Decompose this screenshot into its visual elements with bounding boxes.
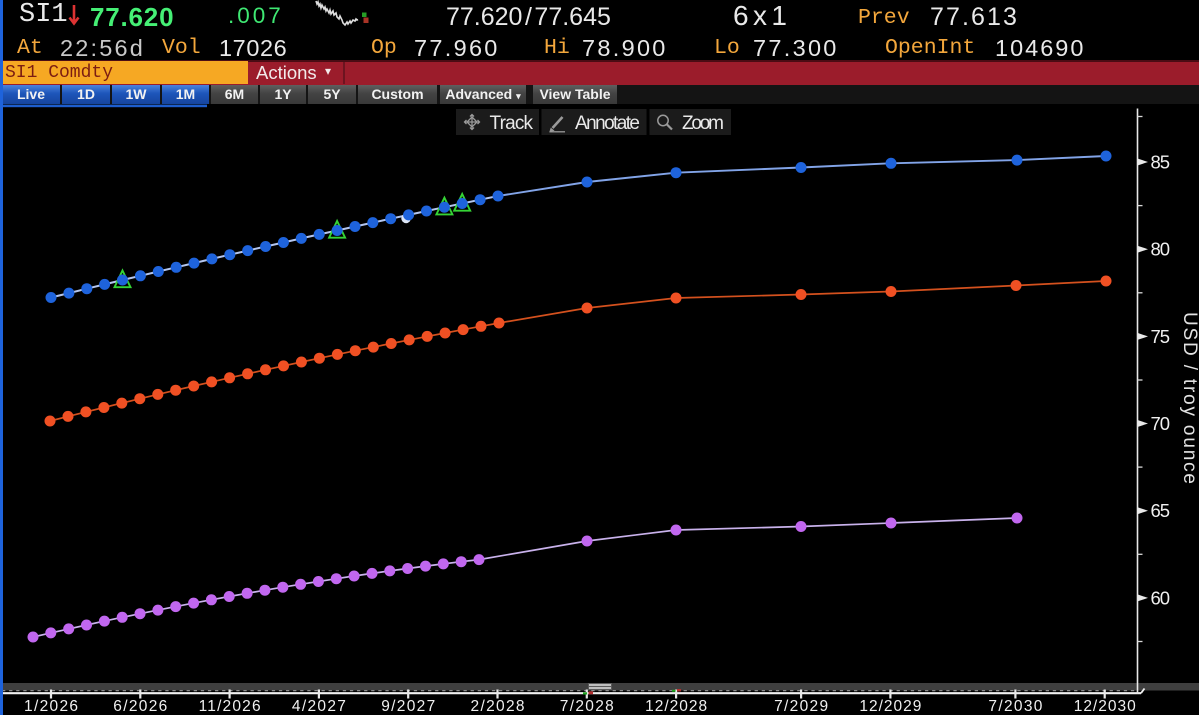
- svg-text:2/2028: 2/2028: [471, 698, 525, 715]
- svg-text:12/2029: 12/2029: [859, 698, 921, 715]
- svg-text:7/2029: 7/2029: [774, 698, 828, 715]
- svg-text:USD / troy ounce: USD / troy ounce: [1179, 312, 1199, 484]
- svg-text:7/2030: 7/2030: [988, 698, 1042, 715]
- svg-text:12/2030: 12/2030: [1074, 698, 1136, 715]
- svg-text:65: 65: [1151, 500, 1170, 521]
- svg-text:1/2026: 1/2026: [24, 698, 78, 715]
- svg-text:7/2028: 7/2028: [560, 698, 614, 715]
- svg-text:9/2027: 9/2027: [381, 698, 435, 715]
- svg-text:6/2026: 6/2026: [113, 698, 167, 715]
- svg-text:Annotate: Annotate: [575, 113, 640, 134]
- svg-text:11/2026: 11/2026: [199, 698, 261, 715]
- svg-text:60: 60: [1151, 587, 1170, 608]
- svg-text:Zoom: Zoom: [682, 113, 724, 134]
- svg-text:12/2028: 12/2028: [645, 698, 707, 715]
- svg-text:Track: Track: [490, 113, 534, 134]
- svg-text:85: 85: [1151, 152, 1170, 173]
- svg-text:70: 70: [1151, 413, 1170, 434]
- svg-text:80: 80: [1151, 239, 1170, 260]
- svg-text:4/2027: 4/2027: [292, 698, 346, 715]
- svg-text:75: 75: [1151, 326, 1170, 347]
